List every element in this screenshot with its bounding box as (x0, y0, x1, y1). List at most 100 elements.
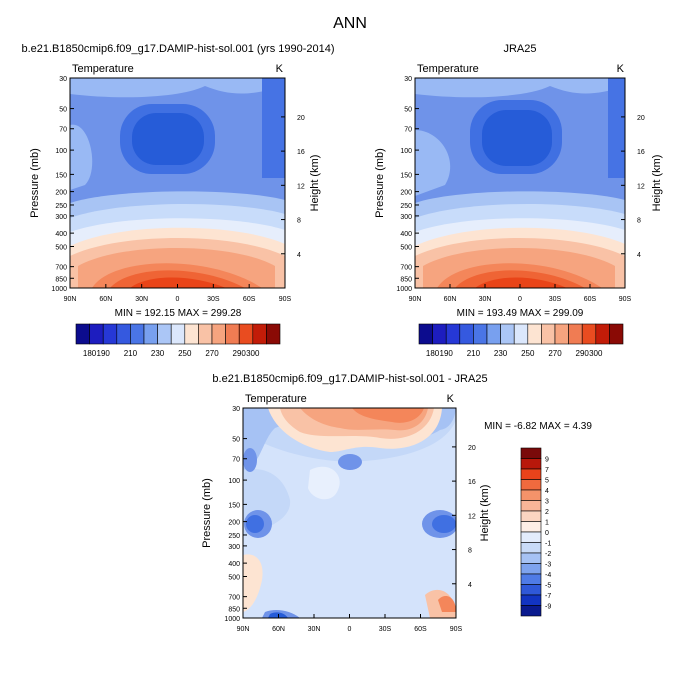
panel-diff-field (243, 408, 456, 618)
colorbar-label: 1 (545, 520, 549, 527)
colorbar-label: -1 (545, 541, 551, 548)
y-tick-label: 30 (232, 406, 240, 413)
height-tick-label: 8 (637, 218, 641, 225)
colorbar-swatch (486, 323, 501, 345)
x-tick-label: 90S (619, 296, 632, 303)
height-tick-label: 20 (297, 115, 305, 122)
colorbar-label: -4 (545, 572, 551, 579)
colorbar-swatch (520, 458, 542, 470)
contour-fill (70, 124, 93, 190)
contour-fill (608, 78, 625, 178)
panel-diff-left-string: Temperature (245, 393, 307, 405)
colorbar-swatch (520, 573, 542, 585)
colorbar-label: 290 (233, 349, 247, 358)
x-tick-label: 30S (549, 296, 562, 303)
y-tick-label: 50 (59, 107, 67, 114)
colorbar-label: 210 (467, 349, 481, 358)
colorbar-label: 300 (246, 349, 260, 358)
colorbar-swatch (116, 323, 131, 345)
height-tick-label: 20 (468, 445, 476, 452)
colorbar-swatch (130, 323, 145, 345)
height-tick-label: 12 (297, 183, 305, 190)
y-tick-label: 250 (400, 203, 412, 210)
colorbar-swatch (520, 500, 542, 512)
contour-fill (130, 277, 226, 288)
colorbar-swatch (520, 605, 542, 617)
page-title: ANN (333, 15, 367, 32)
contour-fill (243, 448, 257, 472)
x-tick-label: 90S (450, 626, 463, 633)
x-tick-label: 0 (518, 296, 522, 303)
contour-fill (438, 596, 456, 612)
height-tick-label: 12 (637, 183, 645, 190)
colorbar-label: -3 (545, 562, 551, 569)
panel-model-stats: MIN = 192.15 MAX = 299.28 (115, 308, 242, 319)
contour-fill (352, 408, 424, 423)
colorbar-label: 230 (494, 349, 508, 358)
y-tick-label: 300 (400, 214, 412, 221)
y-tick-label: 200 (400, 190, 412, 197)
height-tick-label: 16 (468, 479, 476, 486)
panel-diff-colorbar: 9 7 5 4 3 2 1 0 -1 -2 -3 -4 -5 -7 -9 (520, 447, 551, 617)
colorbar-swatch (75, 323, 90, 345)
colorbar-swatch (266, 323, 281, 345)
y-tick-label: 500 (400, 244, 412, 251)
colorbar-swatch (211, 323, 226, 345)
colorbar-label: 180 (426, 349, 440, 358)
height-tick-label: 16 (637, 149, 645, 156)
contour-fill (432, 515, 456, 533)
colorbar-label: 2 (545, 509, 549, 516)
colorbar-label: 190 (440, 349, 454, 358)
colorbar-swatch (554, 323, 569, 345)
y-tick-label: 70 (232, 457, 240, 464)
contour-fill (70, 78, 285, 98)
y-tick-label: 200 (55, 190, 67, 197)
contour-fill (262, 78, 285, 178)
panel-model-units: K (276, 63, 284, 75)
y-tick-label: 700 (228, 595, 240, 602)
y-tick-label: 1000 (51, 286, 67, 293)
colorbar-swatch (568, 323, 583, 345)
colorbar-swatch (541, 323, 556, 345)
panel-obs-y-label: Pressure (mb) (374, 148, 386, 218)
colorbar-swatch (520, 468, 542, 480)
contour-fill (338, 454, 362, 470)
y-tick-label: 850 (55, 276, 67, 283)
y-tick-label: 500 (55, 244, 67, 251)
panel-model-axes: 3050701001502002503004005007008501000481… (51, 76, 304, 303)
colorbar-swatch (102, 323, 118, 345)
colorbar-swatch (238, 323, 254, 345)
colorbar-swatch (581, 323, 597, 345)
colorbar-label: 190 (97, 349, 111, 358)
y-tick-label: 250 (55, 203, 67, 210)
panel-model-colorbar: 180 190 210 230 250 270 290 300 (75, 323, 281, 358)
colorbar-label: 250 (178, 349, 192, 358)
colorbar-swatch (445, 323, 461, 345)
colorbar-label: 7 (545, 467, 549, 474)
x-tick-label: 60N (444, 296, 457, 303)
colorbar-label: -5 (545, 583, 551, 590)
y-tick-label: 150 (228, 502, 240, 509)
y-tick-label: 500 (228, 574, 240, 581)
colorbar-label: 210 (124, 349, 138, 358)
y-tick-label: 150 (55, 172, 67, 179)
panel-obs-units: K (617, 63, 625, 75)
panel-model-y-label: Pressure (mb) (29, 148, 41, 218)
panel-model: b.e21.B1850cmip6.f09_g17.DAMIP-hist-sol.… (21, 43, 334, 358)
x-tick-label: 60S (243, 296, 256, 303)
colorbar-label: 4 (545, 488, 549, 495)
y-tick-label: 50 (232, 437, 240, 444)
colorbar-swatch (473, 323, 488, 345)
y-tick-label: 150 (400, 172, 412, 179)
x-tick-label: 90S (279, 296, 292, 303)
panel-obs-axes: 3050701001502002503004005007008501000481… (396, 76, 644, 303)
y-tick-label: 1000 (224, 616, 240, 623)
y-tick-label: 70 (404, 127, 412, 134)
y-tick-label: 400 (55, 231, 67, 238)
colorbar-label: 5 (545, 478, 549, 485)
y-tick-label: 700 (55, 265, 67, 272)
x-tick-label: 60S (584, 296, 597, 303)
colorbar-swatch (500, 323, 515, 345)
height-tick-label: 8 (468, 548, 472, 555)
